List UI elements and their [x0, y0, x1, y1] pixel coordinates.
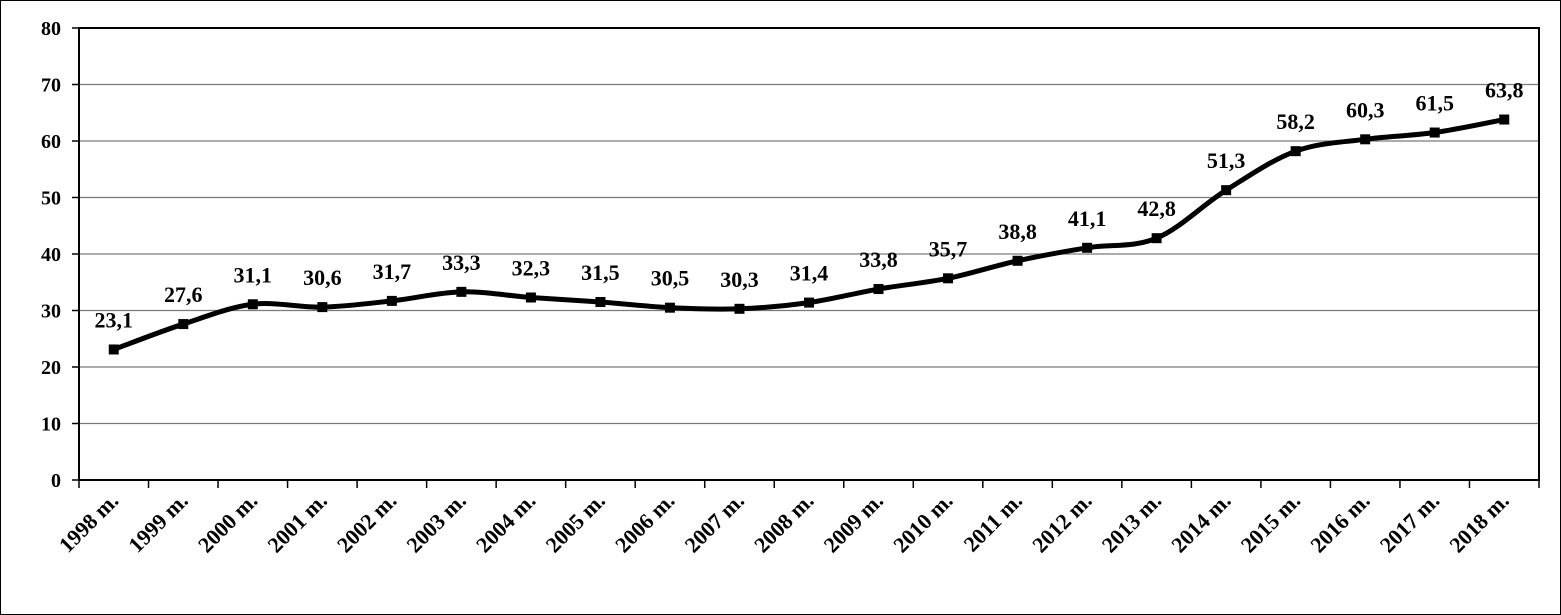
data-label: 60,3 — [1346, 97, 1385, 122]
data-label: 41,1 — [1068, 206, 1107, 231]
y-tick-label: 50 — [41, 188, 61, 210]
data-point — [595, 297, 606, 308]
data-label: 30,5 — [651, 266, 690, 291]
data-label: 42,8 — [1137, 196, 1176, 221]
x-tick-label: 2014 m. — [1166, 488, 1236, 558]
y-tick-label: 40 — [41, 244, 61, 266]
y-tick-label: 70 — [41, 75, 61, 97]
data-point — [1499, 114, 1510, 125]
x-axis: 1998 m. 1999 m. 2000 m. 2001 m. 2002 m. 2003 … — [54, 480, 1540, 558]
data-labels: 23,1 27,6 31,1 30,6 31,7 33,3 32,3 31,5 30,5 30,3… — [95, 78, 1524, 333]
y-tick-label: 80 — [41, 18, 61, 40]
data-label: 30,3 — [720, 267, 759, 292]
data-label: 51,3 — [1207, 148, 1246, 173]
x-tick-label: 1998 m. — [54, 488, 124, 558]
data-label: 27,6 — [164, 282, 203, 307]
data-point — [1290, 146, 1301, 157]
data-label: 31,1 — [234, 262, 273, 287]
data-point — [317, 302, 328, 313]
x-tick-label: 2011 m. — [958, 488, 1027, 557]
data-point — [1221, 185, 1232, 196]
data-point — [943, 273, 954, 284]
x-tick-label: 2017 m. — [1375, 488, 1445, 558]
data-point — [734, 303, 745, 314]
data-label: 38,8 — [998, 219, 1037, 244]
data-point — [873, 284, 884, 295]
x-tick-label: 2006 m. — [610, 488, 680, 558]
data-label: 63,8 — [1485, 78, 1524, 103]
x-tick-label: 2007 m. — [679, 488, 749, 558]
x-tick-label: 2005 m. — [540, 488, 610, 558]
x-tick-label: 2002 m. — [332, 488, 402, 558]
data-point — [1360, 134, 1371, 145]
x-tick-label: 2015 m. — [1236, 488, 1306, 558]
x-tick-label: 2018 m. — [1444, 488, 1514, 558]
data-label: 33,8 — [859, 247, 898, 272]
x-tick-label: 2001 m. — [262, 488, 332, 558]
data-label: 33,3 — [442, 250, 481, 275]
data-point — [456, 286, 467, 297]
x-tick-label: 2000 m. — [193, 488, 263, 558]
data-point — [664, 302, 675, 313]
data-markers — [108, 114, 1510, 355]
y-axis: 0 10 20 30 40 50 60 70 80 — [41, 18, 79, 492]
x-tick-label: 2003 m. — [401, 488, 471, 558]
x-tick-label: 2013 m. — [1097, 488, 1167, 558]
data-label: 23,1 — [95, 307, 134, 332]
data-label: 31,5 — [581, 260, 620, 285]
data-label: 61,5 — [1415, 91, 1454, 116]
data-point — [1082, 242, 1093, 253]
data-point — [178, 319, 189, 330]
data-point — [1429, 127, 1440, 138]
data-point — [525, 292, 536, 303]
x-tick-label: 2016 m. — [1305, 488, 1375, 558]
y-tick-label: 10 — [41, 414, 61, 436]
x-tick-label: 1999 m. — [123, 488, 193, 558]
x-tick-label: 2004 m. — [471, 488, 541, 558]
data-label: 58,2 — [1276, 109, 1315, 134]
data-label: 32,3 — [512, 256, 551, 281]
x-tick-label: 2010 m. — [888, 488, 958, 558]
data-label: 31,4 — [790, 261, 829, 286]
y-tick-label: 60 — [41, 131, 61, 153]
x-tick-label: 2008 m. — [749, 488, 819, 558]
gridlines — [79, 83, 1539, 425]
data-point — [108, 344, 119, 355]
y-tick-label: 0 — [51, 470, 61, 492]
data-label: 35,7 — [929, 236, 968, 261]
data-label: 31,7 — [373, 259, 412, 284]
data-label: 30,6 — [303, 265, 342, 290]
x-tick-label: 2012 m. — [1027, 488, 1097, 558]
data-point — [386, 295, 397, 306]
data-point — [804, 297, 814, 308]
x-tick-label: 2009 m. — [819, 488, 889, 558]
data-point — [247, 299, 258, 310]
data-point — [1012, 255, 1023, 266]
y-tick-label: 30 — [41, 301, 61, 323]
data-point — [1151, 233, 1162, 244]
y-tick-label: 20 — [41, 357, 61, 379]
